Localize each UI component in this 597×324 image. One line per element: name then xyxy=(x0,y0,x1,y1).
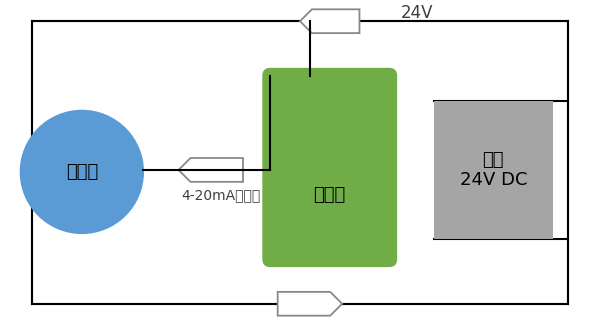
Polygon shape xyxy=(300,9,359,33)
Circle shape xyxy=(20,110,143,233)
Text: 电源
24V DC: 电源 24V DC xyxy=(460,151,527,189)
Text: 4-20mA信号线: 4-20mA信号线 xyxy=(181,188,260,202)
Polygon shape xyxy=(179,158,243,182)
Polygon shape xyxy=(278,292,342,316)
Bar xyxy=(434,100,553,239)
Text: 24V: 24V xyxy=(401,4,433,22)
Text: 变送器: 变送器 xyxy=(66,163,98,181)
Bar xyxy=(32,21,568,304)
Text: 控制器: 控制器 xyxy=(313,186,346,204)
FancyBboxPatch shape xyxy=(262,68,397,267)
